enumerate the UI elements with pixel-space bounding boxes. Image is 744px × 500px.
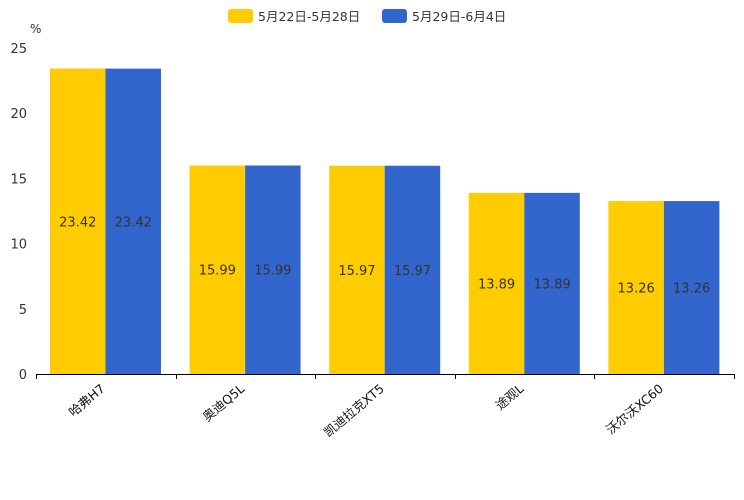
bar[interactable] <box>50 68 106 374</box>
y-tick-label: 25 <box>10 42 27 57</box>
data-label: 23.42 <box>115 215 152 230</box>
y-tick-label: 15 <box>10 172 27 187</box>
y-tick-label: 5 <box>19 303 27 318</box>
y-tick-label: 10 <box>10 238 27 253</box>
data-label: 15.99 <box>199 264 236 279</box>
bar[interactable] <box>329 165 385 374</box>
legend: 5月22日-5月28日 5月29日-6月4日 <box>228 9 506 24</box>
x-tick-label: 凯迪拉克XT5 <box>321 381 387 440</box>
bar[interactable] <box>468 192 525 374</box>
bars: 23.42 23.42 15.99 15.99 15.97 15.97 13.89 13.89… <box>50 68 720 374</box>
y-axis-unit: % <box>30 22 41 36</box>
data-label: 13.26 <box>618 282 655 297</box>
data-label: 13.89 <box>478 277 515 292</box>
legend-label[interactable]: 5月22日-5月28日 <box>258 9 360 24</box>
x-tick-label: 奥迪Q5L <box>200 381 248 424</box>
y-axis: 0 5 10 15 20 25 <box>10 42 27 383</box>
legend-swatch[interactable] <box>382 9 407 23</box>
data-label: 15.99 <box>254 264 291 279</box>
data-label: 23.42 <box>59 215 96 230</box>
data-label: 15.97 <box>394 264 431 279</box>
data-label: 15.97 <box>338 264 375 279</box>
bar[interactable] <box>663 201 720 374</box>
bar[interactable] <box>384 165 441 374</box>
bar[interactable] <box>105 68 162 374</box>
y-tick-label: 20 <box>10 107 27 122</box>
legend-swatch[interactable] <box>228 9 253 23</box>
bar[interactable] <box>245 165 301 374</box>
bar[interactable] <box>524 192 580 374</box>
bar[interactable] <box>608 201 664 374</box>
y-tick-label: 0 <box>19 368 27 383</box>
bar[interactable] <box>189 165 246 374</box>
x-tick-label: 哈弗H7 <box>66 381 108 420</box>
x-tick-label: 途观L <box>492 381 526 413</box>
data-label: 13.26 <box>673 282 710 297</box>
legend-label[interactable]: 5月29日-6月4日 <box>412 9 506 24</box>
x-tick-label: 沃尔沃XC60 <box>603 381 666 437</box>
x-axis: 哈弗H7 奥迪Q5L 凯迪拉克XT5 途观L 沃尔沃XC60 <box>36 374 735 440</box>
data-label: 13.89 <box>533 277 570 292</box>
